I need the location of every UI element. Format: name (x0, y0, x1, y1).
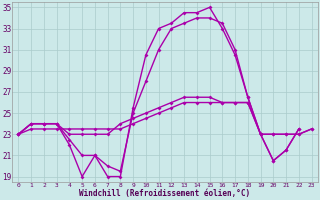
X-axis label: Windchill (Refroidissement éolien,°C): Windchill (Refroidissement éolien,°C) (79, 189, 251, 198)
